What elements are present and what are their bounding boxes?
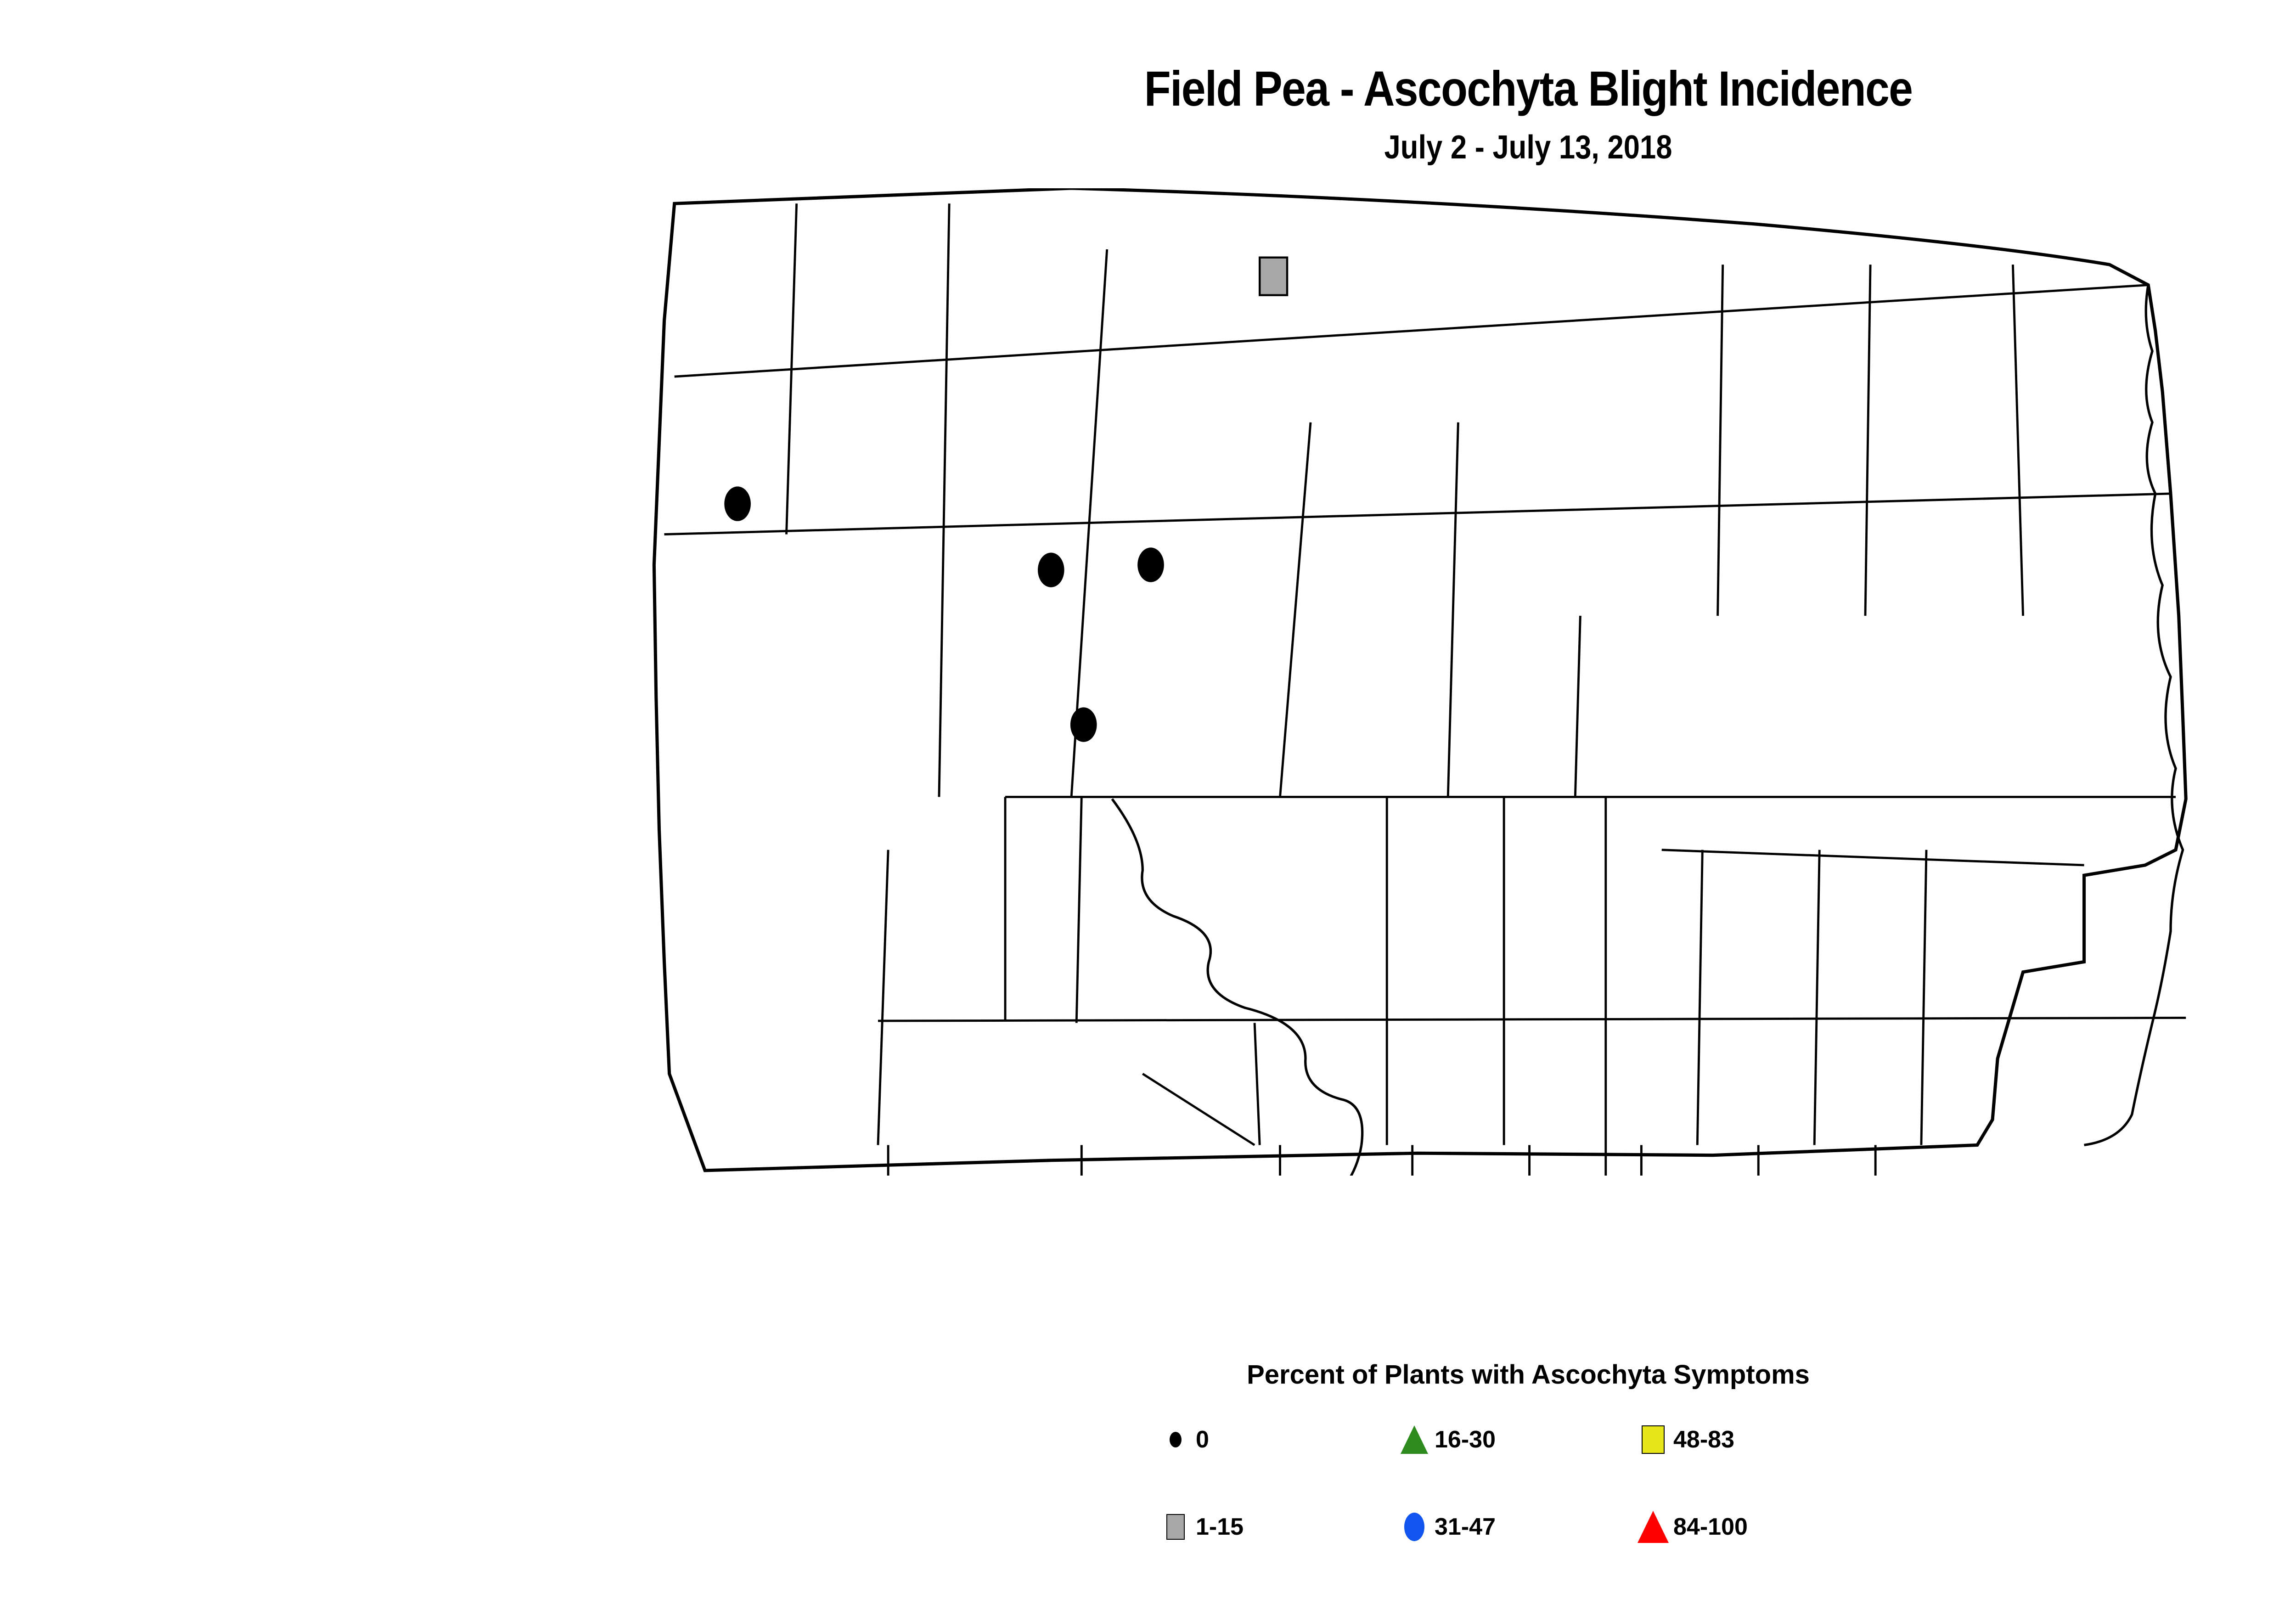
- square-gray-icon: [1162, 1513, 1189, 1541]
- report-page: Field Pea - Ascochyta Blight Incidence J…: [0, 0, 2296, 1610]
- legend-item-0[interactable]: 0: [1162, 1426, 1401, 1453]
- page-title: Field Pea - Ascochyta Blight Incidence: [183, 60, 2296, 117]
- legend-item-4[interactable]: 31-47: [1401, 1513, 1639, 1541]
- legend-label-5: 84-100: [1673, 1513, 1748, 1541]
- map-container: [641, 188, 2225, 1176]
- square-yellow-icon: [1639, 1426, 1667, 1453]
- legend-label-0: 0: [1196, 1426, 1209, 1453]
- legend-container: 0 16-30 48-83 1-15 31-47 84-100: [1162, 1396, 1896, 1589]
- legend-title: Percent of Plants with Ascochyta Symptom…: [0, 1359, 2296, 1390]
- data-point-square-1[interactable]: [1260, 258, 1287, 295]
- ellipse-blue-icon: [1401, 1513, 1428, 1541]
- legend-item-3[interactable]: 1-15: [1162, 1513, 1401, 1541]
- dot-black-icon: [1162, 1426, 1189, 1453]
- triangle-green-icon: [1401, 1426, 1428, 1453]
- legend-row-1: 0 16-30 48-83: [1162, 1396, 1896, 1483]
- legend-item-1[interactable]: 16-30: [1401, 1426, 1639, 1453]
- data-point-dot-4[interactable]: [1070, 707, 1097, 742]
- north-dakota-map: [641, 188, 2225, 1176]
- legend-label-1: 16-30: [1435, 1426, 1496, 1453]
- legend-label-3: 1-15: [1196, 1513, 1244, 1541]
- date-range-subtitle: July 2 - July 13, 2018: [183, 129, 2296, 166]
- legend-item-5[interactable]: 84-100: [1639, 1513, 1878, 1541]
- data-point-dot-1[interactable]: [724, 486, 751, 521]
- triangle-red-icon: [1639, 1513, 1667, 1541]
- legend-label-2: 48-83: [1673, 1426, 1734, 1453]
- data-point-dot-3[interactable]: [1137, 547, 1164, 582]
- legend-row-2: 1-15 31-47 84-100: [1162, 1483, 1896, 1571]
- state-outline-path: [654, 188, 2186, 1171]
- legend-item-2[interactable]: 48-83: [1639, 1426, 1878, 1453]
- data-point-dot-2[interactable]: [1038, 553, 1064, 587]
- legend-label-4: 31-47: [1435, 1513, 1496, 1541]
